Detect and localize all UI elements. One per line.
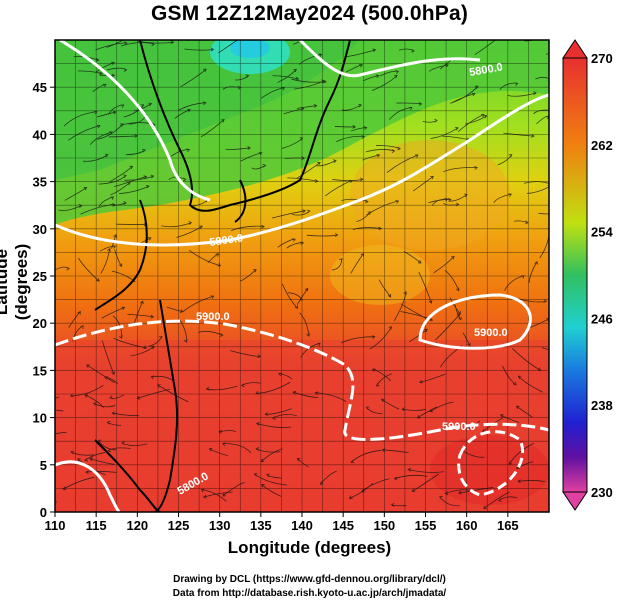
y-tick-label: 20 [33, 316, 47, 331]
height-contours [55, 40, 549, 512]
x-tick-label: 160 [456, 518, 478, 533]
coastline [94, 40, 351, 512]
x-tick-label: 140 [291, 518, 313, 533]
y-tick-labels: 0 5 10 15 20 25 30 35 40 45 [33, 80, 55, 520]
x-tick-label: 150 [373, 518, 395, 533]
y-tick-label: 25 [33, 269, 47, 284]
x-tick-label: 145 [332, 518, 354, 533]
colorbar-label: 246 [591, 311, 613, 326]
y-tick-label: 35 [33, 175, 47, 190]
contour-label: 5800.0 [468, 61, 503, 79]
y-tick-label: 40 [33, 127, 47, 142]
x-axis-label: Longitude (degrees) [227, 538, 392, 557]
x-tick-label: 155 [415, 518, 437, 533]
colorbar-label: 270 [591, 51, 613, 66]
y-tick-label: 15 [33, 363, 47, 378]
x-tick-label: 135 [250, 518, 272, 533]
x-tick-label: 115 [86, 518, 107, 533]
x-tick-label: 120 [126, 518, 148, 533]
y-tick-label: 0 [40, 505, 47, 520]
credit-dcl: Drawing by DCL (https://www.gfd-dennou.o… [173, 574, 446, 585]
chart-title: GSM 12Z12May2024 (500.0hPa) [150, 2, 469, 25]
colorbar-label: 230 [591, 485, 613, 500]
contour-label: 5900.0 [442, 421, 476, 433]
contour-label: 5900.0 [474, 327, 508, 339]
temperature-field [55, 40, 549, 512]
colorbar-label: 254 [591, 225, 613, 240]
y-tick-label: 45 [33, 80, 47, 95]
contour-label: 5800.0 [209, 232, 244, 249]
y-tick-label: 10 [33, 411, 47, 426]
y-tick-label: 5 [40, 458, 47, 473]
colorbar: 270 262 254 246 238 230 [562, 39, 613, 511]
contour-label: 5900.0 [196, 311, 230, 323]
colorbar-label: 238 [591, 398, 613, 413]
x-tick-label: 165 [497, 518, 519, 533]
y-tick-label: 30 [33, 222, 47, 237]
x-tick-labels: 110 115 120 125 130 135 140 145 150 155 160 165 [45, 512, 519, 533]
contour-label-group: 5900.0 5800.0 5900.0 5800.0 5900.0 5800.… [176, 61, 508, 497]
x-tick-label: 125 [168, 518, 190, 533]
colorbar-label: 262 [591, 138, 613, 153]
credit-data-source: Data from http://database.rish.kyoto-u.a… [172, 588, 447, 599]
x-tick-label: 130 [209, 518, 231, 533]
x-tick-label: 110 [45, 518, 66, 533]
